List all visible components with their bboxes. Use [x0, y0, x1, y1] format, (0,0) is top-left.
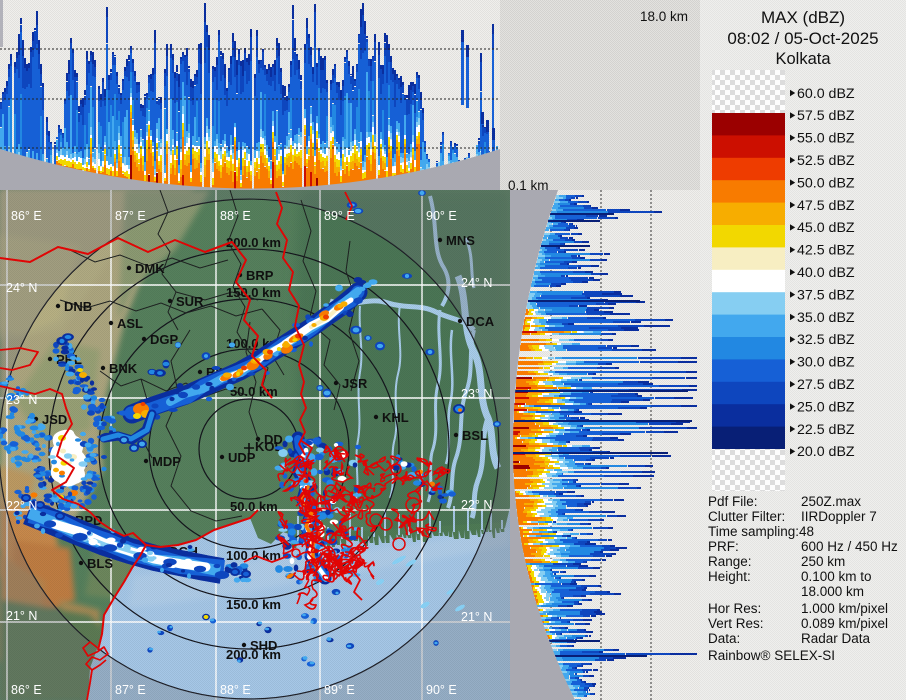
svg-text:Clutter Filter:: Clutter Filter: — [708, 509, 785, 524]
svg-text:08:02 / 05-Oct-2025: 08:02 / 05-Oct-2025 — [727, 29, 878, 48]
svg-text:21° N: 21° N — [6, 609, 37, 623]
svg-text:Height:: Height: — [708, 569, 751, 584]
svg-text:50.0 km: 50.0 km — [230, 384, 278, 399]
svg-text:23° N: 23° N — [461, 387, 492, 401]
svg-text:50.0 km: 50.0 km — [230, 499, 278, 514]
svg-text:100.0 km: 100.0 km — [226, 548, 281, 563]
svg-text:Pdf File:: Pdf File: — [708, 494, 758, 509]
svg-text:18.000 km: 18.000 km — [801, 584, 864, 599]
svg-text:21° N: 21° N — [461, 610, 492, 624]
svg-text:MDP: MDP — [152, 454, 181, 469]
svg-text:Range:: Range: — [708, 554, 752, 569]
svg-text:IIRDoppler 7: IIRDoppler 7 — [801, 509, 877, 524]
svg-text:DNB: DNB — [64, 299, 92, 314]
svg-text:86° E: 86° E — [11, 683, 42, 697]
svg-text:KOL: KOL — [255, 439, 283, 454]
svg-text:BNK: BNK — [109, 361, 138, 376]
svg-text:87° E: 87° E — [115, 683, 146, 697]
svg-text:86° E: 86° E — [11, 209, 42, 223]
svg-text:250 km: 250 km — [801, 554, 845, 569]
svg-text:24° N: 24° N — [6, 281, 37, 295]
svg-text:KHL: KHL — [382, 410, 409, 425]
svg-text:BLS: BLS — [87, 556, 113, 571]
svg-text:0.1 km: 0.1 km — [508, 178, 549, 193]
svg-text:DCA: DCA — [466, 314, 495, 329]
svg-text:89° E: 89° E — [324, 683, 355, 697]
svg-text:Rainbow® SELEX-SI: Rainbow® SELEX-SI — [708, 648, 835, 663]
svg-text:DMK: DMK — [135, 261, 165, 276]
svg-text:25.0 dBZ: 25.0 dBZ — [797, 399, 855, 415]
svg-text:22° N: 22° N — [461, 498, 492, 512]
svg-text:0.089 km/pixel: 0.089 km/pixel — [801, 616, 888, 631]
svg-text:150.0 km: 150.0 km — [226, 597, 281, 612]
svg-text:Hor Res:: Hor Res: — [708, 601, 761, 616]
svg-text:47.5 dBZ: 47.5 dBZ — [797, 198, 855, 214]
svg-text:UDP: UDP — [228, 450, 256, 465]
svg-text:200.0 km: 200.0 km — [226, 235, 281, 250]
svg-text:Radar Data: Radar Data — [801, 631, 871, 646]
svg-text:Kolkata: Kolkata — [775, 50, 831, 68]
svg-text:88° E: 88° E — [220, 683, 251, 697]
svg-text:150.0 km: 150.0 km — [226, 285, 281, 300]
svg-text:50.0 dBZ: 50.0 dBZ — [797, 175, 855, 191]
svg-text:35.0 dBZ: 35.0 dBZ — [797, 310, 855, 326]
svg-text:27.5 dBZ: 27.5 dBZ — [797, 377, 855, 393]
svg-text:42.5 dBZ: 42.5 dBZ — [797, 243, 855, 259]
svg-text:52.5 dBZ: 52.5 dBZ — [797, 153, 855, 169]
svg-text:55.0 dBZ: 55.0 dBZ — [797, 131, 855, 147]
svg-text:37.5 dBZ: 37.5 dBZ — [797, 287, 855, 303]
svg-text:DGP: DGP — [150, 332, 179, 347]
svg-text:MNS: MNS — [446, 233, 475, 248]
svg-text:JSR: JSR — [342, 376, 368, 391]
svg-text:22° N: 22° N — [6, 499, 37, 513]
svg-text:MAX (dBZ): MAX (dBZ) — [761, 8, 845, 27]
svg-text:ASL: ASL — [117, 316, 143, 331]
svg-text:JSD: JSD — [42, 412, 67, 427]
svg-text:PRF:: PRF: — [708, 539, 739, 554]
svg-text:SUR: SUR — [176, 294, 204, 309]
svg-text:45.0 dBZ: 45.0 dBZ — [797, 220, 855, 236]
svg-text:250Z.max: 250Z.max — [801, 494, 861, 509]
svg-text:Data:: Data: — [708, 631, 740, 646]
svg-text:87° E: 87° E — [115, 209, 146, 223]
svg-text:30.0 dBZ: 30.0 dBZ — [797, 355, 855, 371]
svg-text:90° E: 90° E — [426, 209, 457, 223]
svg-text:32.5 dBZ: 32.5 dBZ — [797, 332, 855, 348]
svg-text:Time sampling:48: Time sampling:48 — [708, 524, 814, 539]
svg-text:BRP: BRP — [246, 268, 274, 283]
svg-text:18.0 km: 18.0 km — [640, 9, 688, 24]
svg-text:1.000 km/pixel: 1.000 km/pixel — [801, 601, 888, 616]
svg-text:40.0 dBZ: 40.0 dBZ — [797, 265, 855, 281]
svg-text:90° E: 90° E — [426, 683, 457, 697]
svg-text:0.100 km to: 0.100 km to — [801, 569, 872, 584]
svg-text:SHD: SHD — [250, 638, 277, 653]
svg-text:BSL: BSL — [462, 428, 488, 443]
svg-text:20.0 dBZ: 20.0 dBZ — [797, 444, 855, 460]
svg-text:Vert Res:: Vert Res: — [708, 616, 764, 631]
svg-text:88° E: 88° E — [220, 209, 251, 223]
svg-text:89° E: 89° E — [324, 209, 355, 223]
svg-text:23° N: 23° N — [6, 393, 37, 407]
svg-text:600 Hz / 450 Hz: 600 Hz / 450 Hz — [801, 539, 898, 554]
svg-text:22.5 dBZ: 22.5 dBZ — [797, 422, 855, 438]
svg-text:60.0 dBZ: 60.0 dBZ — [797, 86, 855, 102]
svg-text:57.5 dBZ: 57.5 dBZ — [797, 108, 855, 124]
svg-text:24° N: 24° N — [461, 276, 492, 290]
svg-text:DD: DD — [264, 432, 283, 447]
